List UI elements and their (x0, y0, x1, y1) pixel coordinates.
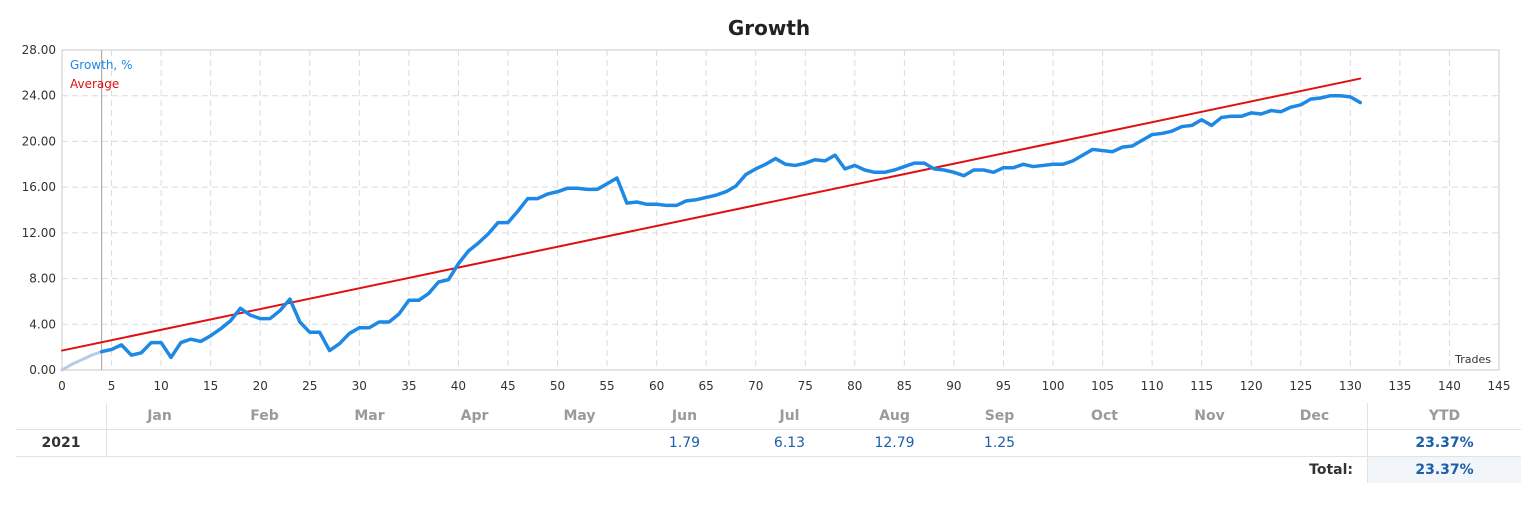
month-value-may (527, 429, 632, 457)
year-row: 2021 1.79 6.13 12.79 1.25 23.37% (16, 429, 1521, 457)
x-tick-label: 110 (1141, 379, 1164, 393)
x-tick-label: 50 (550, 379, 565, 393)
growth-chart: Growth 0.00 4.00 8.00 12.00 16.00 20.00 24.00 28… (22, 16, 1511, 393)
x-tick-label: 40 (451, 379, 466, 393)
ytd-header: YTD (1367, 403, 1521, 430)
x-tick-label: 0 (58, 379, 66, 393)
month-value-jun[interactable]: 1.79 (632, 429, 737, 457)
chart-title: Growth (728, 16, 810, 40)
x-axis-label: Trades (1454, 353, 1491, 366)
x-tick-label: 20 (253, 379, 268, 393)
x-tick-label: 45 (500, 379, 515, 393)
legend-item-growth: Growth, % (70, 58, 132, 72)
x-tick-label: 65 (699, 379, 714, 393)
legend-item-average: Average (70, 77, 119, 91)
monthly-returns-table: Jan Feb Mar Apr May Jun Jul Aug Sep Oct … (16, 403, 1521, 483)
month-value-aug[interactable]: 12.79 (842, 429, 947, 457)
year-header-cell (16, 403, 107, 430)
x-tick-label: 135 (1388, 379, 1411, 393)
month-value-feb (212, 429, 317, 457)
x-tick-label: 60 (649, 379, 664, 393)
y-tick-label: 8.00 (29, 272, 56, 286)
month-header-oct: Oct (1052, 403, 1157, 430)
month-value-apr (422, 429, 527, 457)
month-value-oct (1052, 429, 1157, 457)
y-tick-label: 0.00 (29, 363, 56, 377)
x-tick-label: 105 (1091, 379, 1114, 393)
x-tick-label: 90 (946, 379, 961, 393)
month-header-sep: Sep (947, 403, 1052, 430)
x-tick-label: 85 (897, 379, 912, 393)
x-tick-label: 140 (1438, 379, 1461, 393)
month-header-may: May (527, 403, 632, 430)
month-value-jan (106, 429, 212, 457)
months-header-row: Jan Feb Mar Apr May Jun Jul Aug Sep Oct … (16, 403, 1521, 430)
x-tick-label: 25 (302, 379, 317, 393)
x-tick-label: 95 (996, 379, 1011, 393)
total-value: 23.37% (1367, 456, 1521, 483)
month-header-mar: Mar (317, 403, 422, 430)
x-tick-label: 35 (401, 379, 416, 393)
plot-area (61, 49, 1500, 371)
y-tick-label: 28.00 (22, 43, 56, 57)
x-tick-label: 115 (1190, 379, 1213, 393)
y-tick-label: 24.00 (22, 89, 56, 103)
month-header-jan: Jan (106, 403, 212, 430)
year-label: 2021 (16, 429, 107, 457)
total-label: Total: (1309, 462, 1353, 478)
total-row: Total: 23.37% (16, 456, 1521, 483)
x-tick-label: 145 (1488, 379, 1511, 393)
growth-line (99, 93, 1363, 360)
month-header-apr: Apr (422, 403, 527, 430)
month-header-aug: Aug (842, 403, 947, 430)
y-tick-label: 16.00 (22, 180, 56, 194)
y-tick-label: 4.00 (29, 317, 56, 331)
x-tick-label: 70 (748, 379, 763, 393)
month-value-mar (317, 429, 422, 457)
average-line (61, 77, 1362, 352)
month-header-jul: Jul (737, 403, 842, 430)
x-tick-label: 75 (798, 379, 813, 393)
month-header-dec: Dec (1262, 403, 1368, 430)
y-tick-label: 20.00 (22, 134, 56, 148)
month-value-nov (1157, 429, 1262, 457)
x-tick-label: 125 (1289, 379, 1312, 393)
growth-initial-segment (60, 350, 104, 372)
month-header-nov: Nov (1157, 403, 1262, 430)
x-tick-label: 120 (1240, 379, 1263, 393)
x-tick-label: 30 (352, 379, 367, 393)
x-tick-label: 130 (1339, 379, 1362, 393)
month-value-sep[interactable]: 1.25 (947, 429, 1052, 457)
y-tick-label: 12.00 (22, 226, 56, 240)
x-tick-label: 10 (153, 379, 168, 393)
x-tick-label: 100 (1042, 379, 1065, 393)
x-tick-label: 55 (599, 379, 614, 393)
x-tick-label: 15 (203, 379, 218, 393)
x-tick-label: 5 (108, 379, 116, 393)
month-header-jun: Jun (632, 403, 737, 430)
month-value-jul[interactable]: 6.13 (737, 429, 842, 457)
ytd-value: 23.37% (1367, 429, 1521, 457)
month-header-feb: Feb (212, 403, 317, 430)
x-tick-label: 80 (847, 379, 862, 393)
month-value-dec (1262, 429, 1368, 457)
